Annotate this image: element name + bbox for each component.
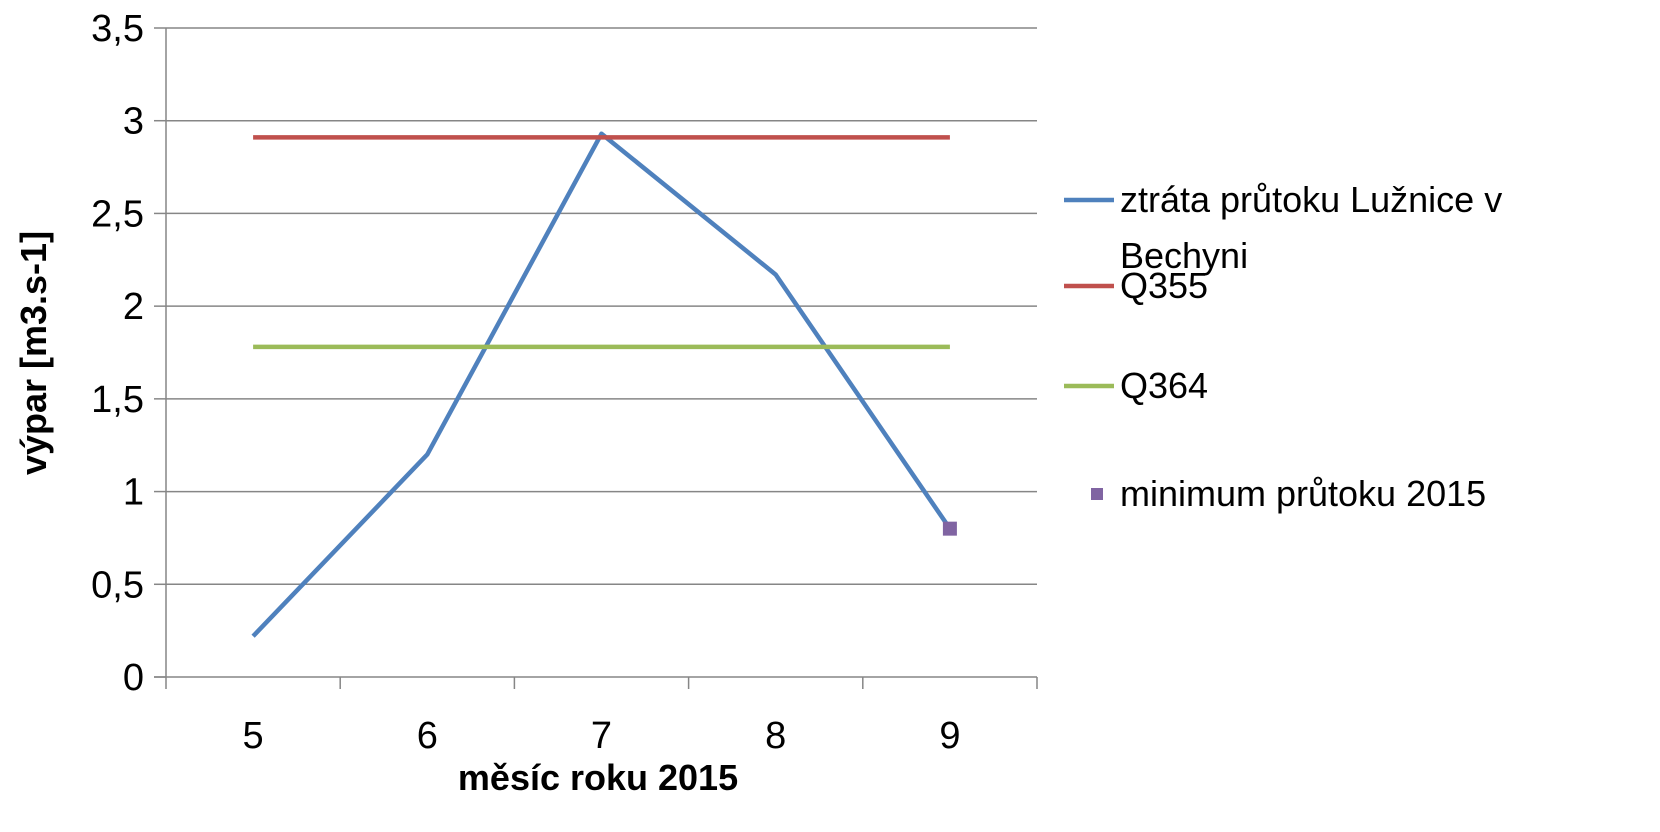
y-tick-label: 2 — [123, 286, 144, 328]
x-tick-label: 8 — [765, 715, 786, 757]
legend-entry-label: Q364 — [1120, 365, 1208, 406]
x-tick-label: 9 — [939, 715, 960, 757]
legend-entry-label: minimum průtoku 2015 — [1120, 473, 1486, 514]
y-tick-label: 3,5 — [91, 8, 144, 50]
x-tick-label: 6 — [417, 715, 438, 757]
y-tick-label: 3 — [123, 101, 144, 143]
y-tick-label: 0 — [123, 657, 144, 699]
gridlines — [166, 27, 1037, 586]
data-point-marker — [942, 521, 957, 536]
y-tick-label: 1,5 — [91, 379, 144, 421]
series-layer — [251, 131, 957, 638]
legend-entry-label: ztráta průtoku Lužnice v — [1120, 179, 1502, 220]
x-tick-label: 5 — [243, 715, 264, 757]
series-line-0 — [251, 131, 952, 638]
x-axis-ticks: 5 6 7 8 9 — [165, 677, 1038, 757]
y-tick-label: 0,5 — [91, 564, 144, 606]
legend-entry-label: Bechyni — [1120, 235, 1248, 276]
y-axis-ticks: 0 0,5 1 1,5 2 2,5 3 3,5 — [91, 8, 166, 699]
axes — [154, 28, 1037, 678]
y-tick-label: 2,5 — [91, 193, 144, 235]
legend-entry-label: Q355 — [1120, 265, 1208, 306]
x-tick-label: 7 — [591, 715, 612, 757]
legend-swatch — [1091, 488, 1103, 500]
y-tick-label: 1 — [123, 472, 144, 514]
y-axis-title: výpar [m3.s-1] — [13, 231, 54, 475]
x-axis-title: měsíc roku 2015 — [458, 757, 738, 798]
